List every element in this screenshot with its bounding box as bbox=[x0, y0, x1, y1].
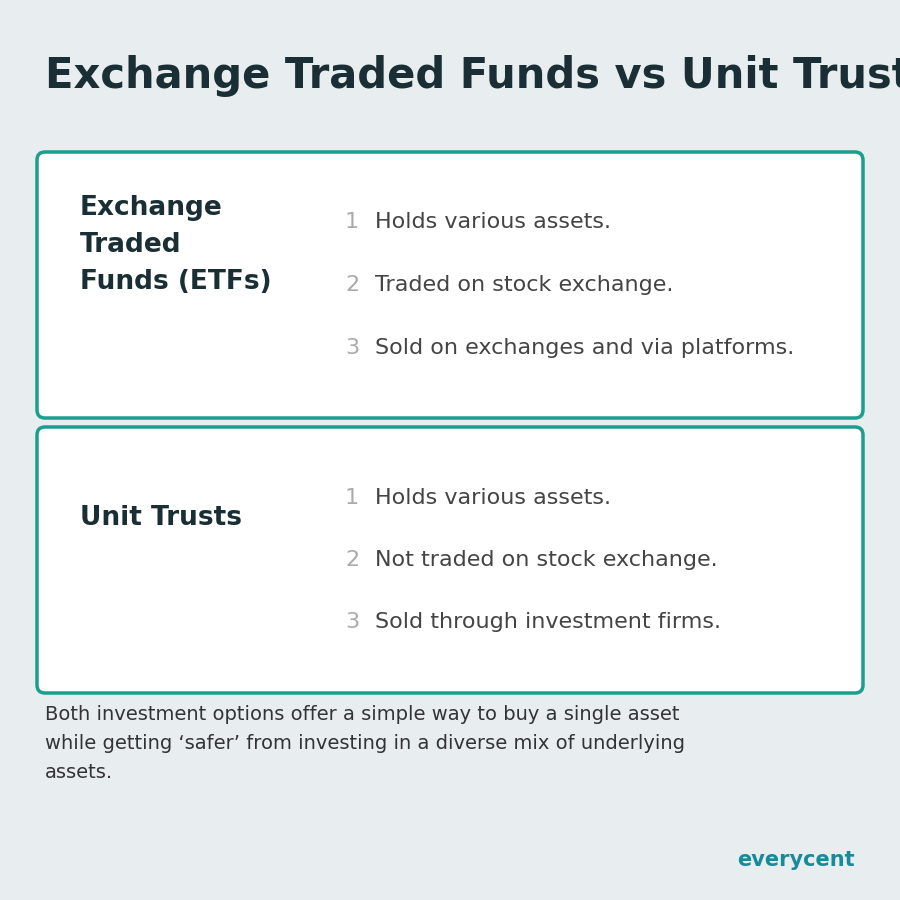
Text: 3: 3 bbox=[345, 338, 359, 357]
FancyBboxPatch shape bbox=[37, 152, 863, 418]
FancyBboxPatch shape bbox=[37, 427, 863, 693]
Text: Not traded on stock exchange.: Not traded on stock exchange. bbox=[375, 550, 717, 570]
Text: 2: 2 bbox=[345, 275, 359, 295]
Text: Exchange Traded Funds vs Unit Trusts: Exchange Traded Funds vs Unit Trusts bbox=[45, 55, 900, 97]
Text: Exchange
Traded
Funds (ETFs): Exchange Traded Funds (ETFs) bbox=[80, 195, 272, 295]
Text: 1: 1 bbox=[345, 488, 359, 508]
Text: Sold through investment firms.: Sold through investment firms. bbox=[375, 613, 721, 633]
Text: Holds various assets.: Holds various assets. bbox=[375, 488, 611, 508]
Text: 2: 2 bbox=[345, 550, 359, 570]
Text: Unit Trusts: Unit Trusts bbox=[80, 505, 242, 531]
Text: Holds various assets.: Holds various assets. bbox=[375, 212, 611, 232]
Text: Sold on exchanges and via platforms.: Sold on exchanges and via platforms. bbox=[375, 338, 794, 357]
Text: Traded on stock exchange.: Traded on stock exchange. bbox=[375, 275, 673, 295]
Text: 3: 3 bbox=[345, 613, 359, 633]
Text: 1: 1 bbox=[345, 212, 359, 232]
Text: everycent: everycent bbox=[737, 850, 855, 870]
Text: Both investment options offer a simple way to buy a single asset
while getting ‘: Both investment options offer a simple w… bbox=[45, 705, 685, 781]
